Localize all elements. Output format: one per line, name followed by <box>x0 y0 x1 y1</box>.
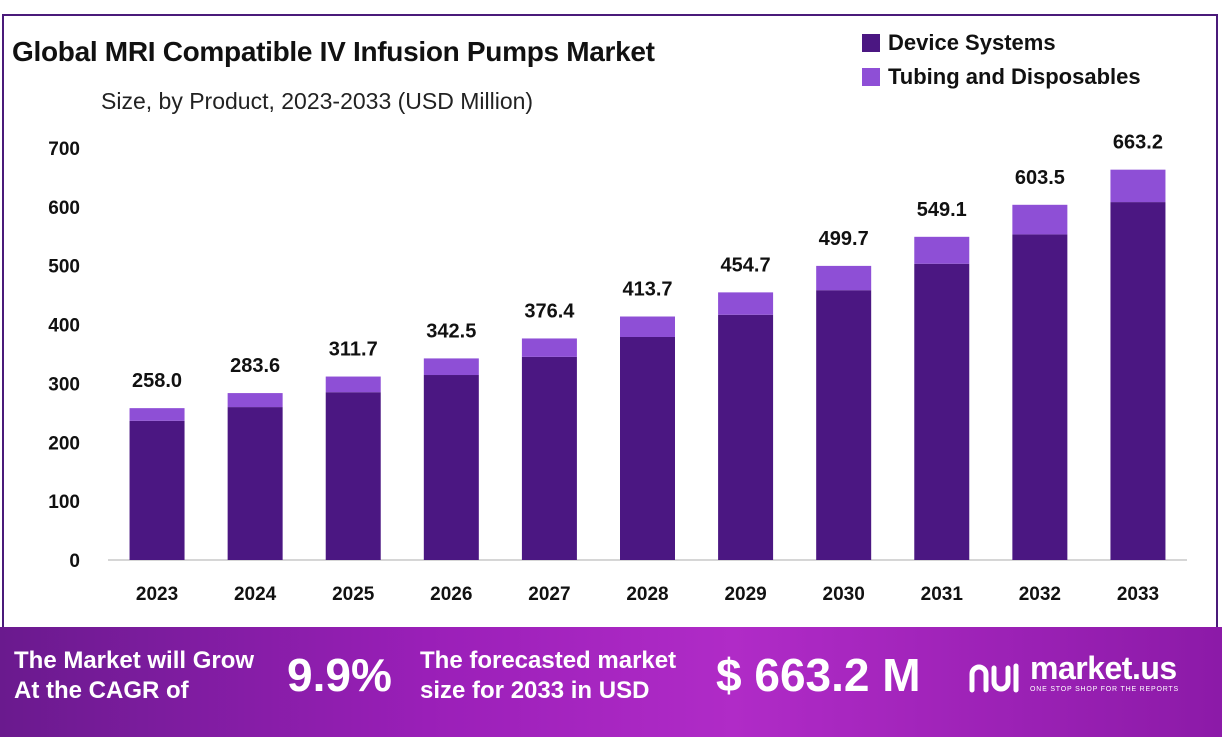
total-value-label: 413.7 <box>622 279 672 301</box>
bar-device-systems <box>325 392 381 560</box>
bar-tubing-disposables <box>1110 169 1166 203</box>
bar-device-systems <box>914 263 970 560</box>
x-tick-label: 2023 <box>136 584 178 605</box>
legend-label-tubing-disposables: Tubing and Disposables <box>888 64 1141 89</box>
legend: Device Systems Tubing and Disposables <box>862 26 1141 94</box>
bar-tubing-disposables <box>325 376 381 393</box>
x-tick-label: 2026 <box>430 584 472 605</box>
chart-subtitle: Size, by Product, 2023-2033 (USD Million… <box>101 88 534 114</box>
total-value-label: 603.5 <box>1015 167 1065 189</box>
total-value-label: 342.5 <box>426 320 476 342</box>
cagr-caption-line2: At the CAGR of <box>14 677 189 704</box>
bar-tubing-disposables <box>816 265 872 291</box>
bar-device-systems <box>816 290 872 560</box>
legend-label-device-systems: Device Systems <box>888 30 1056 55</box>
bar-tubing-disposables <box>521 338 577 357</box>
forecast-caption-line1: The forecasted market <box>420 647 677 674</box>
y-tick-label: 400 <box>48 316 80 337</box>
chart-title: Global MRI Compatible IV Infusion Pumps … <box>12 36 655 67</box>
cagr-caption-line1: The Market will Grow <box>14 647 255 674</box>
bar-device-systems <box>129 420 185 560</box>
bar-tubing-disposables <box>1012 204 1068 235</box>
total-value-label: 376.4 <box>524 300 575 322</box>
bar-device-systems <box>521 356 577 560</box>
y-tick-label: 600 <box>48 198 80 219</box>
y-tick-label: 100 <box>48 492 80 513</box>
y-tick-label: 300 <box>48 374 80 395</box>
brand-name: market.us <box>1030 650 1177 686</box>
x-tick-label: 2024 <box>234 584 277 605</box>
bar-tubing-disposables <box>227 393 283 408</box>
bar-device-systems <box>227 407 283 560</box>
y-tick-label: 500 <box>48 257 80 278</box>
total-value-label: 454.7 <box>721 254 771 276</box>
total-value-label: 311.7 <box>329 339 378 361</box>
legend-item-device-systems: Device Systems <box>862 26 1141 60</box>
legend-item-tubing-disposables: Tubing and Disposables <box>862 60 1141 94</box>
total-value-label: 549.1 <box>917 199 967 221</box>
x-tick-label: 2027 <box>528 584 570 605</box>
y-tick-label: 700 <box>48 139 80 160</box>
bar-device-systems <box>620 336 675 560</box>
cagr-value: 9.9% <box>287 649 392 701</box>
forecast-caption-line2: size for 2033 in USD <box>420 677 650 704</box>
x-tick-label: 2029 <box>724 584 766 605</box>
total-value-label: 283.6 <box>230 355 280 377</box>
y-tick-label: 200 <box>48 433 80 454</box>
bar-device-systems <box>1110 202 1166 560</box>
total-value-label: 663.2 <box>1113 132 1163 154</box>
y-tick-label: 0 <box>69 551 80 572</box>
brand-tagline: ONE STOP SHOP FOR THE REPORTS <box>1030 686 1179 693</box>
x-tick-label: 2030 <box>823 584 865 605</box>
bar-device-systems <box>718 314 774 560</box>
forecast-caption: The forecasted market size for 2033 in U… <box>420 646 676 706</box>
bar-tubing-disposables <box>914 236 970 264</box>
forecast-value: $ 663.2 M <box>716 649 921 701</box>
total-value-label: 258.0 <box>132 370 182 392</box>
bar-device-systems <box>1012 234 1068 560</box>
market-us-logo-icon <box>969 663 1019 693</box>
x-tick-label: 2031 <box>921 584 964 605</box>
x-tick-label: 2025 <box>332 584 375 605</box>
x-tick-label: 2028 <box>626 584 668 605</box>
x-tick-label: 2032 <box>1019 584 1061 605</box>
bar-tubing-disposables <box>718 292 774 315</box>
bar-device-systems <box>423 375 479 560</box>
bar-tubing-disposables <box>423 358 479 376</box>
total-value-label: 499.7 <box>819 228 869 250</box>
cagr-caption: The Market will Grow At the CAGR of <box>14 646 254 706</box>
bar-chart: 0 100 200 300 400 500 600 700 258.0 2023 283.6 2024… <box>48 132 1187 605</box>
x-tick-label: 2033 <box>1117 584 1159 605</box>
bar-tubing-disposables <box>129 408 185 421</box>
legend-swatch-tubing-disposables <box>862 68 880 86</box>
bar-tubing-disposables <box>620 316 675 337</box>
legend-swatch-device-systems <box>862 34 880 52</box>
